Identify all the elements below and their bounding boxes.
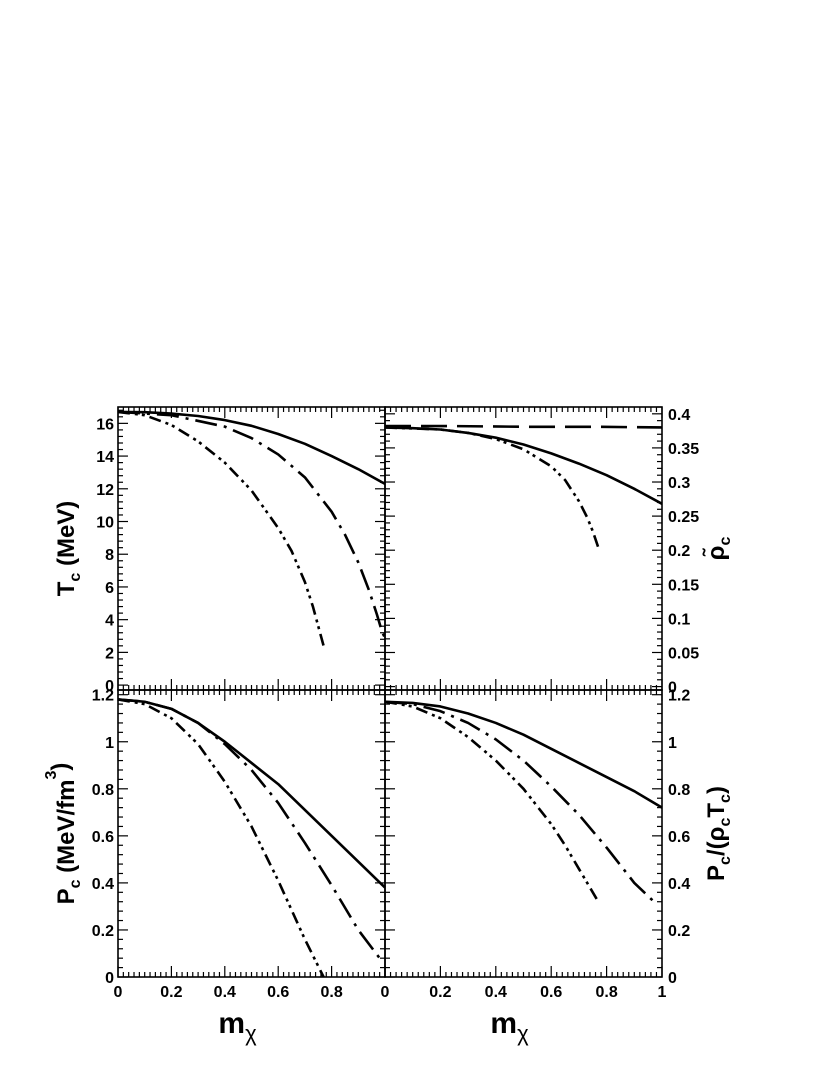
- y-tick-label: 16: [96, 416, 114, 433]
- x-tick-label: 0.6: [267, 984, 289, 1001]
- y-axis-title-subscript: 3: [43, 770, 60, 779]
- series-line-dash-dot: [117, 410, 387, 639]
- y-axis-title-part: (MeV/fm: [53, 779, 80, 879]
- y-axis-title-part: T: [703, 803, 730, 818]
- y-tick-label: 0.8: [92, 782, 114, 799]
- x-tick-label: 0.4: [485, 984, 507, 1001]
- y-tick-label: 0: [668, 680, 677, 697]
- chart-panel-bottom-right: 00.20.40.60.811.20 0.2 0.4 0.6 0.8 1Pc/(ρcTc)…: [381, 688, 734, 1046]
- chart-panel-top-left: 0 2 4 6 8 10 12 14 16 Tc (MeV): [53, 406, 387, 695]
- x-tick-label: 0.2: [160, 984, 182, 1001]
- y-tick-label: 8: [105, 547, 114, 564]
- y-tick-label: 0.3: [668, 475, 690, 492]
- y-axis-title-part: P: [703, 865, 730, 881]
- x-axis-title: mχ: [218, 1007, 257, 1046]
- y-tick-label: 0.2: [668, 543, 690, 560]
- y-tick-label: 12: [96, 482, 114, 499]
- x-tick-label: 0.4: [214, 984, 236, 1001]
- y-tick-label: 0.4: [668, 407, 690, 424]
- series-line-dash-dot: [117, 698, 381, 959]
- y-axis-title-part: ): [703, 786, 730, 794]
- y-tick-label: 0.6: [668, 829, 690, 846]
- chart-panel-top-right: 0 0.05 0.1 0.15 0.2 0.25 0.3 0.35 0.4 ρ̃c: [384, 406, 734, 697]
- y-tick-label: 0.25: [668, 509, 699, 526]
- y-axis-title-subscript: c: [717, 794, 734, 803]
- y-tick-label: 14: [96, 449, 114, 466]
- y-tick-label: 0.4: [668, 876, 690, 893]
- series-line-dash-dot-dot: [384, 426, 600, 548]
- y-axis-title-subscript: c: [67, 573, 84, 582]
- y-tick-label: 1.2: [668, 688, 690, 705]
- y-tick-label: 0.2: [668, 923, 690, 940]
- y-tick-label: 1: [668, 735, 677, 752]
- y-axis-title-subscript: c: [717, 856, 734, 865]
- y-tick-label: 0.05: [668, 645, 699, 662]
- series-line-solid: [117, 410, 386, 486]
- y-tick-label: 0: [105, 678, 114, 695]
- y-axis-title: ρ̃c: [702, 537, 734, 561]
- y-axis-title-part: T: [53, 581, 80, 596]
- y-axis-title: Pc/(ρcTc): [703, 786, 734, 881]
- y-tick-label: 0.35: [668, 441, 699, 458]
- series-line-solid: [384, 426, 663, 505]
- y-axis-title-subscript: c: [717, 818, 734, 827]
- y-tick-label: 6: [105, 580, 114, 597]
- y-tick-label: 10: [96, 515, 114, 532]
- y-axis-title-part: ): [47, 763, 74, 771]
- y-tick-label: 0.6: [92, 829, 114, 846]
- y-tick-label: 0.4: [92, 876, 114, 893]
- y-tick-label: 2: [105, 645, 114, 662]
- y-axis-title-part: P: [53, 888, 80, 904]
- x-tick-label: 0.6: [540, 984, 562, 1001]
- y-tick-label: 0: [668, 970, 677, 987]
- series-line-dash-dot: [384, 700, 658, 906]
- y-tick-label: 4: [105, 613, 114, 630]
- y-axis-title: Tc (MeV): [53, 501, 84, 597]
- y-tick-label: 1.2: [92, 688, 114, 705]
- x-axis-title-subscript: χ: [245, 1021, 257, 1046]
- y-tick-label: 0.15: [668, 577, 699, 594]
- y-tick-label: 0.2: [92, 923, 114, 940]
- x-tick-label: 1: [658, 984, 667, 1001]
- y-tick-label: 0.1: [668, 611, 690, 628]
- series-line-dash-dot-dot: [117, 410, 325, 647]
- y-axis-title-part: (MeV): [53, 501, 80, 573]
- x-tick-label: 0.8: [595, 984, 617, 1001]
- series-line-solid: [384, 700, 663, 809]
- y-axis-title-subscript: c: [67, 879, 84, 888]
- y-axis-title-subscript: c: [717, 537, 734, 546]
- x-tick-label: 0.2: [429, 984, 451, 1001]
- y-axis-title-part: ρ̃: [702, 546, 730, 561]
- x-tick-label: 0.8: [320, 984, 342, 1001]
- x-tick-label: 0: [114, 984, 123, 1001]
- y-axis-title: Pc (MeV/fm3): [43, 763, 84, 905]
- y-tick-label: 0: [105, 970, 114, 987]
- chart-panel-bottom-left: 0 0.2 0.4 0.6 0.8 1 1.2 0 0.2 0.4 0.6 0.8 Pc (MeV/fm…: [43, 688, 386, 1046]
- series-line-long-dash: [385, 424, 663, 429]
- x-axis-title: mχ: [490, 1007, 529, 1046]
- x-tick-label: 0: [381, 984, 390, 1001]
- x-axis-title-part: m: [218, 1007, 245, 1040]
- y-tick-label: 0.8: [668, 782, 690, 799]
- y-tick-label: 1: [105, 735, 114, 752]
- series-line-dash-dot-dot: [117, 698, 325, 978]
- y-axis-title-part: /(ρ: [703, 827, 730, 857]
- x-axis-title-subscript: χ: [517, 1021, 529, 1046]
- x-axis-title-part: m: [490, 1007, 517, 1040]
- series-line-dash-dot-dot: [384, 700, 600, 903]
